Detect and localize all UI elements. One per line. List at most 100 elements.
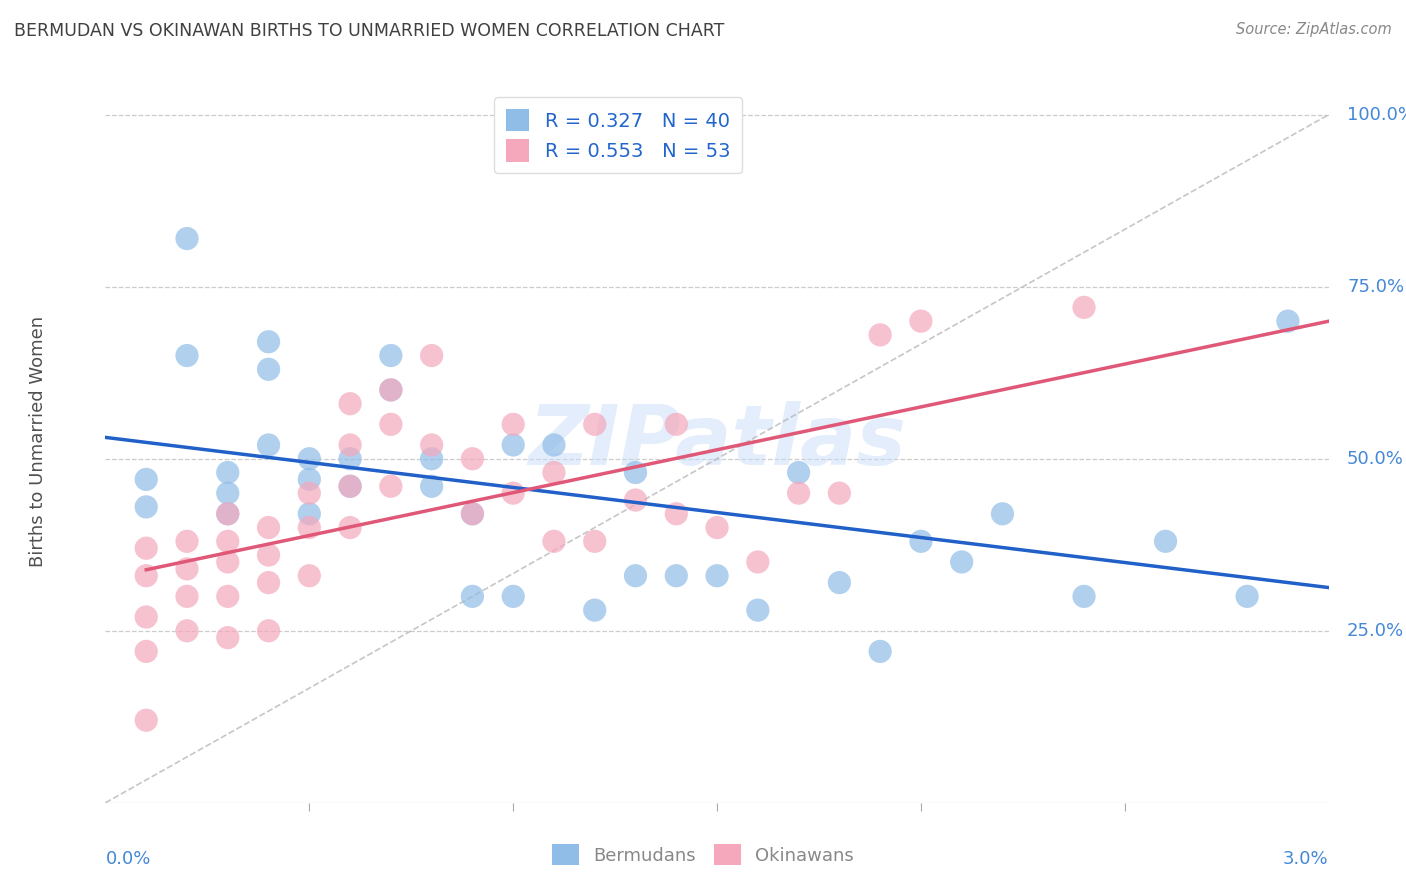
Point <box>257 362 280 376</box>
Point <box>298 451 321 466</box>
Point <box>380 417 402 432</box>
Point <box>217 631 239 645</box>
Point <box>1236 590 1258 604</box>
Point <box>624 493 647 508</box>
Point <box>298 472 321 486</box>
Point <box>869 327 891 342</box>
Point <box>502 438 524 452</box>
Point <box>257 548 280 562</box>
Point <box>257 575 280 590</box>
Point <box>910 534 932 549</box>
Point <box>339 438 361 452</box>
Point <box>461 590 484 604</box>
Point <box>991 507 1014 521</box>
Point <box>339 520 361 534</box>
Text: 25.0%: 25.0% <box>1347 622 1405 640</box>
Text: 75.0%: 75.0% <box>1347 277 1405 296</box>
Point <box>135 500 157 514</box>
Point <box>176 534 198 549</box>
Point <box>461 451 484 466</box>
Point <box>502 417 524 432</box>
Text: ZIPatlas: ZIPatlas <box>529 401 905 482</box>
Point <box>135 610 157 624</box>
Point <box>339 451 361 466</box>
Point <box>135 568 157 582</box>
Point <box>217 486 239 500</box>
Point <box>217 534 239 549</box>
Point <box>1073 301 1095 315</box>
Point <box>257 438 280 452</box>
Point <box>380 383 402 397</box>
Point <box>583 534 606 549</box>
Point <box>420 349 443 363</box>
Point <box>339 397 361 411</box>
Point <box>665 507 688 521</box>
Point <box>380 383 402 397</box>
Point <box>217 466 239 480</box>
Point <box>461 507 484 521</box>
Point <box>543 438 565 452</box>
Point <box>828 575 851 590</box>
Point <box>135 472 157 486</box>
Point <box>747 555 769 569</box>
Point <box>502 486 524 500</box>
Point <box>787 486 810 500</box>
Point <box>257 334 280 349</box>
Text: 50.0%: 50.0% <box>1347 450 1405 467</box>
Point <box>583 417 606 432</box>
Point <box>420 438 443 452</box>
Point <box>950 555 973 569</box>
Point <box>176 349 198 363</box>
Point <box>298 568 321 582</box>
Point <box>339 479 361 493</box>
Point <box>583 603 606 617</box>
Legend: Bermudans, Okinawans: Bermudans, Okinawans <box>543 835 863 874</box>
Point <box>176 590 198 604</box>
Text: 0.0%: 0.0% <box>105 850 150 868</box>
Point <box>380 349 402 363</box>
Text: 100.0%: 100.0% <box>1347 105 1406 124</box>
Point <box>217 590 239 604</box>
Text: Source: ZipAtlas.com: Source: ZipAtlas.com <box>1236 22 1392 37</box>
Point <box>298 520 321 534</box>
Text: BERMUDAN VS OKINAWAN BIRTHS TO UNMARRIED WOMEN CORRELATION CHART: BERMUDAN VS OKINAWAN BIRTHS TO UNMARRIED… <box>14 22 724 40</box>
Point <box>910 314 932 328</box>
Point <box>257 624 280 638</box>
Point <box>502 590 524 604</box>
Text: 3.0%: 3.0% <box>1284 850 1329 868</box>
Point <box>176 624 198 638</box>
Point <box>217 555 239 569</box>
Point <box>869 644 891 658</box>
Point <box>828 486 851 500</box>
Point <box>1277 314 1299 328</box>
Point <box>787 466 810 480</box>
Point <box>461 507 484 521</box>
Point <box>380 479 402 493</box>
Point <box>543 534 565 549</box>
Point <box>176 231 198 245</box>
Point <box>257 520 280 534</box>
Point <box>747 603 769 617</box>
Point <box>706 568 728 582</box>
Legend: R = 0.327   N = 40, R = 0.553   N = 53: R = 0.327 N = 40, R = 0.553 N = 53 <box>495 97 742 173</box>
Point <box>176 562 198 576</box>
Point <box>420 451 443 466</box>
Point <box>135 713 157 727</box>
Text: Births to Unmarried Women: Births to Unmarried Women <box>30 316 48 567</box>
Point <box>135 541 157 556</box>
Point <box>339 479 361 493</box>
Point <box>298 486 321 500</box>
Point <box>624 466 647 480</box>
Point <box>298 507 321 521</box>
Point <box>665 417 688 432</box>
Point <box>624 568 647 582</box>
Point <box>665 568 688 582</box>
Point <box>217 507 239 521</box>
Point <box>135 644 157 658</box>
Point <box>706 520 728 534</box>
Point <box>1073 590 1095 604</box>
Point <box>420 479 443 493</box>
Point <box>1154 534 1177 549</box>
Point <box>217 507 239 521</box>
Point <box>543 466 565 480</box>
